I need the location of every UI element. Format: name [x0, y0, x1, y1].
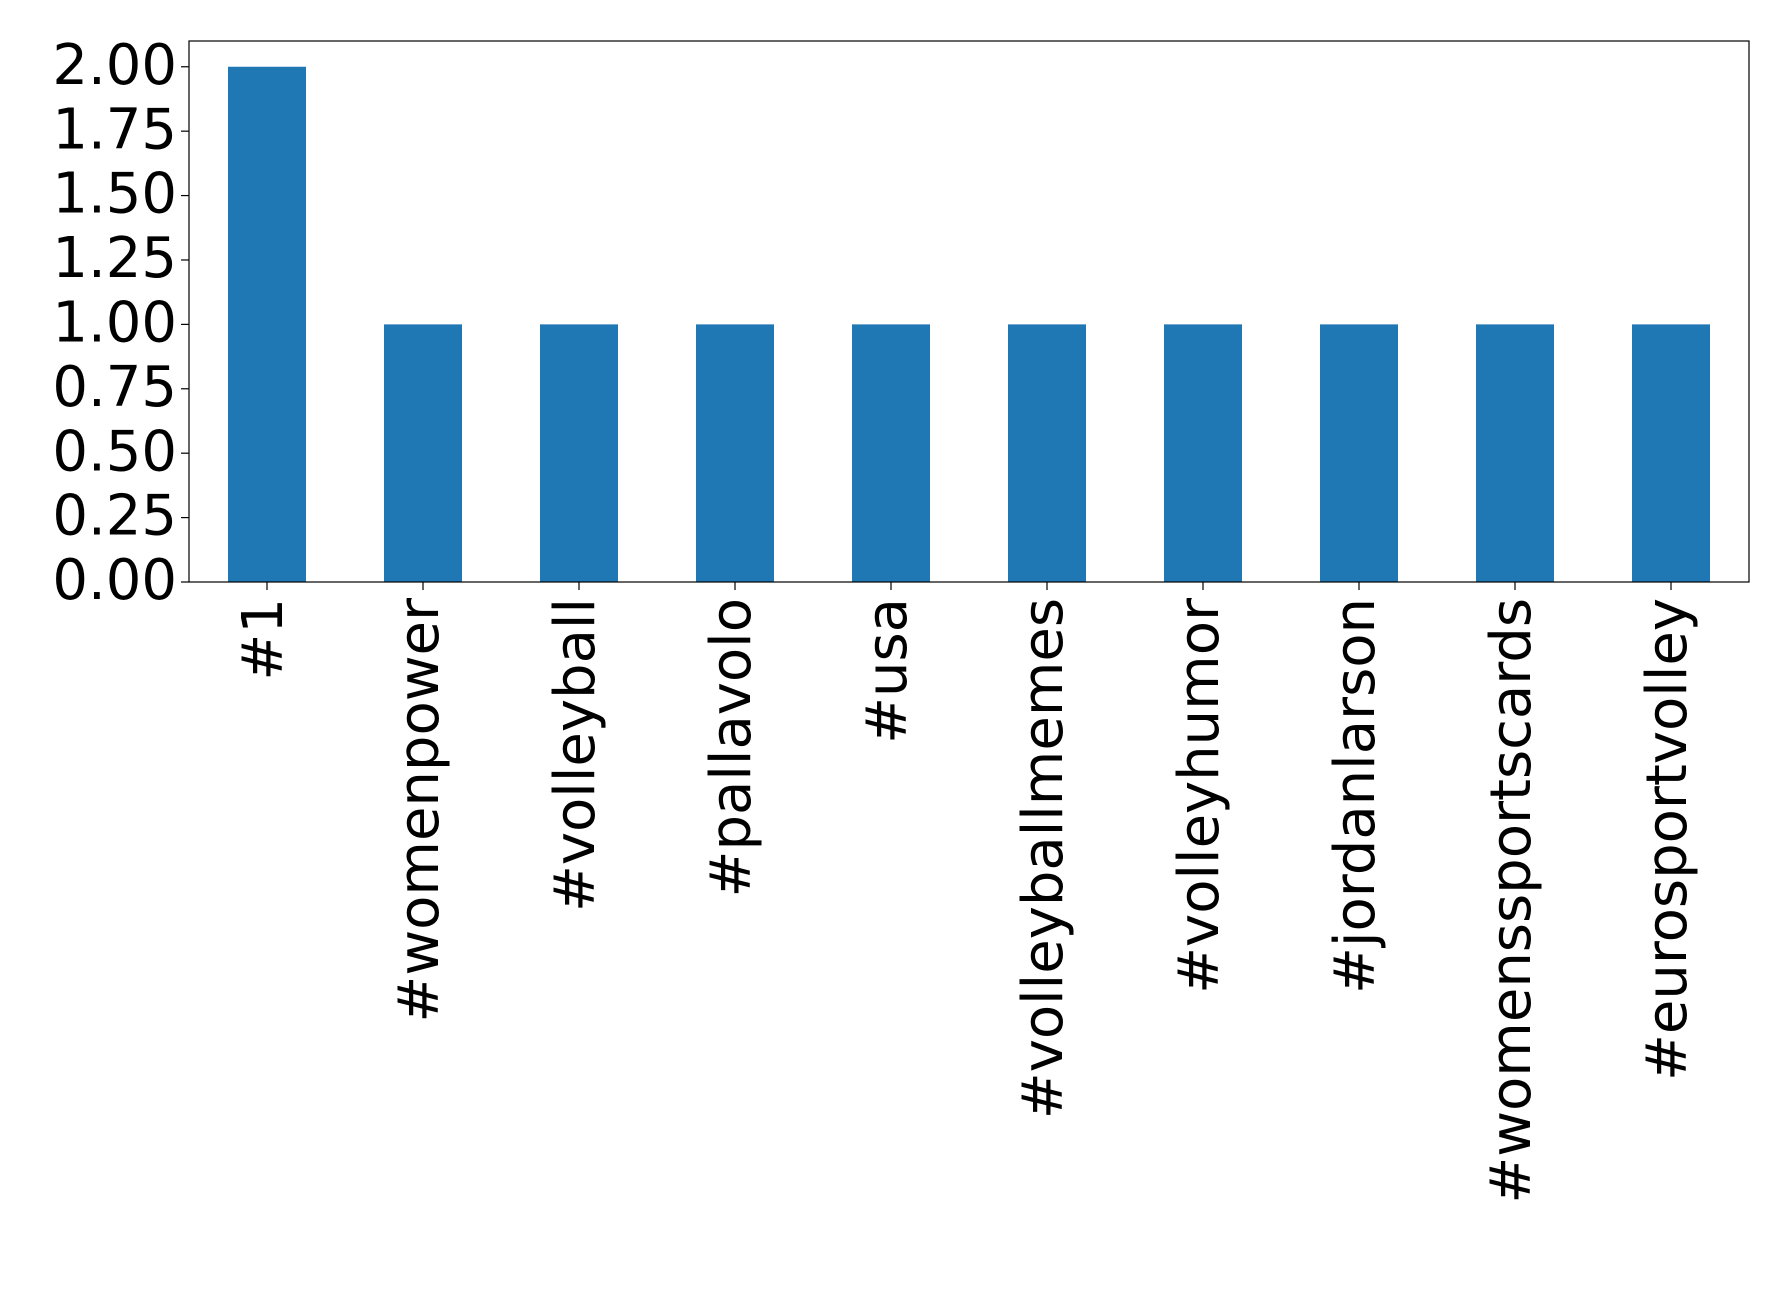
- y-tick-label: 1.25: [52, 226, 177, 291]
- x-tick-label: #pallavolo: [699, 598, 764, 897]
- bar: [1164, 324, 1242, 582]
- bar: [1476, 324, 1554, 582]
- x-tick-label: #womenssportscards: [1479, 598, 1544, 1204]
- bar: [1320, 324, 1398, 582]
- y-tick-label: 1.50: [52, 162, 177, 227]
- y-tick-label: 0.50: [52, 419, 177, 484]
- bar: [696, 324, 774, 582]
- x-tick-label: #womenpower: [387, 597, 452, 1023]
- x-tick-label: #usa: [855, 598, 920, 744]
- y-tick-label: 0.00: [52, 548, 177, 613]
- y-tick-label: 2.00: [52, 33, 177, 98]
- x-tick-label: #1: [231, 598, 296, 681]
- y-tick-label: 0.25: [52, 484, 177, 549]
- bar: [1008, 324, 1086, 582]
- y-tick-label: 1.75: [52, 97, 177, 162]
- x-tick-label: #volleyballmemes: [1011, 598, 1076, 1119]
- bar: [384, 324, 462, 582]
- y-tick-label: 1.00: [52, 291, 177, 356]
- bar: [852, 324, 930, 582]
- y-tick-label: 0.75: [52, 355, 177, 420]
- bar: [540, 324, 618, 582]
- bar: [228, 66, 306, 582]
- x-tick-label: #volleyhumor: [1167, 597, 1232, 994]
- bar: [1632, 324, 1710, 582]
- x-tick-label: #jordanlarson: [1323, 598, 1388, 994]
- x-tick-label: #eurosportvolley: [1635, 598, 1700, 1081]
- plot-frame: [188, 40, 1750, 583]
- x-tick-label: #volleyball: [543, 598, 608, 912]
